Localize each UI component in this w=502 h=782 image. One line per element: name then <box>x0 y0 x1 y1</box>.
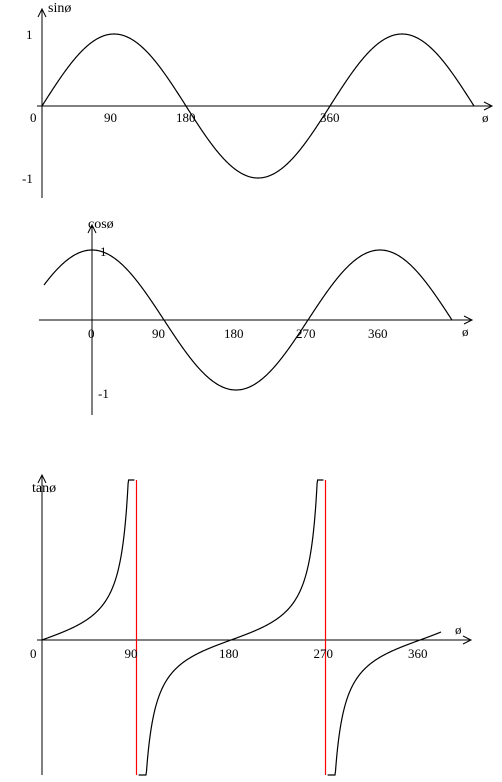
cos-y-bottom: -1 <box>98 386 109 401</box>
sin-xaxis-label: ø <box>482 110 489 125</box>
cos-xaxis-label: ø <box>462 324 469 339</box>
cos-chart: cosø1-1090180270360ø <box>39 217 472 415</box>
cos-xtick: 90 <box>152 326 165 341</box>
cos-xtick: 360 <box>368 326 388 341</box>
tan-xtick: 360 <box>408 646 428 661</box>
tan-curve <box>42 480 134 640</box>
tan-curve <box>139 480 324 775</box>
tan-xtick: 90 <box>125 646 138 661</box>
sin-xtick: 90 <box>104 110 117 125</box>
sin-title: sinø <box>48 1 71 16</box>
tan-title: tanø <box>32 481 56 496</box>
trig-plots: sinø 1 -1 0 90 180 360 ø cosø 1 -1 0 90 180 270 360 ø t… <box>0 0 502 782</box>
tan-xaxis-label: ø <box>455 622 462 637</box>
sin-xtick: 0 <box>30 110 37 125</box>
sin-y-top: 1 <box>26 27 33 42</box>
sin-y-bottom: -1 <box>22 171 33 186</box>
cos-xtick: 180 <box>224 326 244 341</box>
cos-xtick: 0 <box>88 326 95 341</box>
sin-xtick: 180 <box>176 110 196 125</box>
sin-xtick: 360 <box>320 110 340 125</box>
sin-chart: sinø 1 -1 0 90 180 360 ø <box>22 1 492 198</box>
tan-xtick: 0 <box>30 646 37 661</box>
tan-xtick: 180 <box>219 646 239 661</box>
cos-xtick: 270 <box>296 326 316 341</box>
cos-title: cosø <box>88 217 114 232</box>
tan-chart: tanø 0 90 180 270 360 ø <box>30 475 471 775</box>
tan-xtick: 270 <box>314 646 334 661</box>
